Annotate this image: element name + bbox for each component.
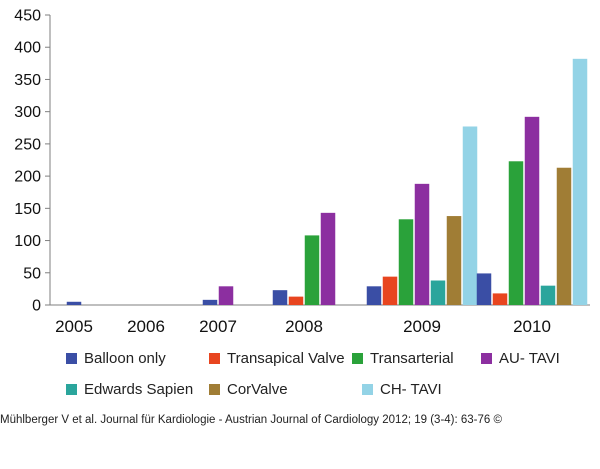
x-tick-label: 2008 — [285, 317, 323, 336]
y-tick-label: 400 — [14, 40, 41, 57]
legend-label: CorValve — [227, 381, 288, 398]
legend-label: Transapical Valve — [227, 350, 345, 367]
legend-item: Balloon only — [66, 350, 166, 367]
legend-label: Edwards Sapien — [84, 381, 194, 398]
bar-2007-au-tavi — [218, 286, 234, 305]
legend-swatch — [66, 384, 77, 395]
bar-2009-balloon-only — [366, 286, 382, 305]
legend-label: CH- TAVI — [380, 381, 442, 398]
bar-2010-transapical-valve — [492, 293, 508, 305]
legend-swatch — [209, 384, 220, 395]
legend-item: Edwards Sapien — [66, 381, 193, 398]
x-tick-label: 2005 — [55, 317, 93, 336]
legend-item: Transarterial — [352, 350, 454, 367]
bar-2010-corvalve — [556, 167, 572, 305]
x-tick-label: 2010 — [513, 317, 551, 336]
bar-2008-au-tavi — [320, 212, 336, 305]
legend-swatch — [209, 353, 220, 364]
bar-2009-edwards-sapien — [430, 280, 446, 305]
legend-label: Balloon only — [84, 350, 166, 367]
bar-2010-transarterial — [508, 161, 524, 305]
legend-item: CorValve — [209, 381, 288, 398]
y-tick-label: 200 — [14, 169, 41, 186]
y-tick-label: 150 — [14, 201, 41, 218]
bar-2009-transapical-valve — [382, 276, 398, 305]
legend-swatch — [352, 353, 363, 364]
y-tick-label: 100 — [14, 233, 41, 250]
bar-2009-corvalve — [446, 216, 462, 305]
bar-2008-balloon-only — [272, 290, 288, 305]
bar-2007-balloon-only — [202, 299, 218, 305]
citation-caption: Mühlberger V et al. Journal für Kardiolo… — [0, 414, 502, 426]
bar-2010-ch-tavi — [572, 58, 588, 306]
bar-2010-edwards-sapien — [540, 285, 556, 305]
legend-label: Transarterial — [370, 350, 454, 367]
y-tick-label: 0 — [32, 298, 41, 315]
y-tick-label: 50 — [23, 265, 41, 282]
legend-swatch — [481, 353, 492, 364]
y-tick-label: 450 — [14, 8, 41, 25]
legend-item: CH- TAVI — [362, 381, 442, 398]
y-tick-label: 250 — [14, 136, 41, 153]
legend-item: AU- TAVI — [481, 350, 560, 367]
x-tick-label: 2007 — [199, 317, 237, 336]
bar-2005-balloon-only — [66, 301, 82, 305]
bar-2008-transapical-valve — [288, 296, 304, 305]
y-tick-label: 350 — [14, 72, 41, 89]
legend-item: Transapical Valve — [209, 350, 345, 367]
bar-2009-au-tavi — [414, 183, 430, 305]
bar-chart-plot: 0 50 100 150 200 250 300 350 400 450 2005 2006 2007 2… — [14, 8, 590, 336]
x-tick-label: 2009 — [403, 317, 441, 336]
legend-label: AU- TAVI — [499, 350, 560, 367]
bar-2010-balloon-only — [476, 273, 492, 305]
y-tick-label: 300 — [14, 104, 41, 121]
x-tick-label: 2006 — [127, 317, 165, 336]
bar-2008-transarterial — [304, 235, 320, 305]
bar-2009-transarterial — [398, 219, 414, 305]
bar-2009-ch-tavi — [462, 126, 478, 305]
legend-swatch — [362, 384, 373, 395]
legend-swatch — [66, 353, 77, 364]
bar-2010-au-tavi — [524, 116, 540, 305]
